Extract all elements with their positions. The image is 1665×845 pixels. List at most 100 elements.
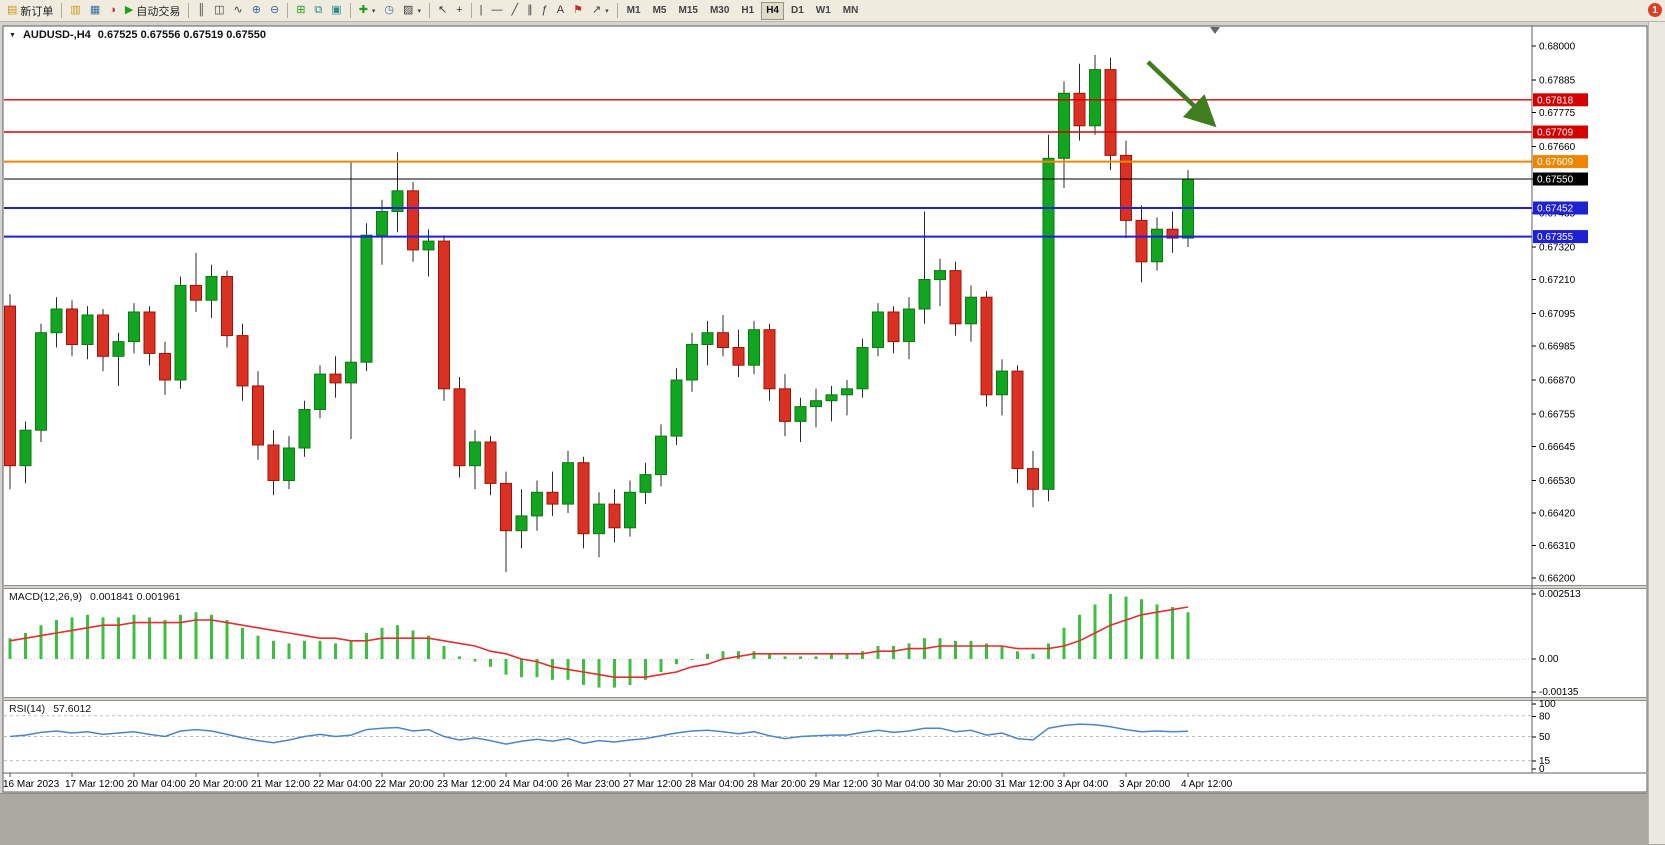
cursor-icon: ↖ — [437, 4, 448, 16]
trend-arrow-annotation[interactable] — [1146, 60, 1217, 128]
macd-histogram-bar — [473, 659, 477, 662]
svg-text:20 Mar 20:00: 20 Mar 20:00 — [189, 779, 248, 790]
svg-text:0.66420: 0.66420 — [1539, 509, 1576, 520]
macd-histogram-bar — [830, 653, 833, 659]
candles-chart-button[interactable]: ◫ — [210, 2, 228, 20]
horizontal-line-button[interactable]: — — [487, 2, 506, 20]
svg-text:0.67660: 0.67660 — [1539, 142, 1576, 153]
timeframe-H1[interactable]: H1 — [736, 2, 759, 20]
macd-histogram-bar — [706, 653, 709, 659]
tile-windows-button[interactable]: ⊞ — [292, 2, 309, 20]
macd-histogram-bar — [938, 638, 942, 659]
autotrade-label: 自动交易 — [136, 5, 181, 18]
macd-histogram-bar — [628, 659, 632, 685]
svg-text:80: 80 — [1539, 712, 1551, 723]
svg-text:0.67095: 0.67095 — [1539, 309, 1576, 320]
panel-separator[interactable] — [4, 697, 1646, 701]
macd-histogram-bar — [1031, 653, 1035, 659]
panel-separator[interactable] — [4, 585, 1646, 589]
macd-histogram-bar — [504, 659, 508, 675]
indicators-button[interactable]: ▨ ▾ — [399, 2, 425, 20]
data-window-icon: ▦ — [89, 4, 101, 16]
macd-histogram-bar — [954, 640, 957, 659]
timeframe-D1[interactable]: D1 — [786, 2, 809, 20]
svg-text:50: 50 — [1539, 732, 1551, 743]
macd-histogram-bar — [489, 659, 492, 667]
toolbar-separator — [188, 3, 190, 18]
svg-text:15: 15 — [1539, 756, 1551, 767]
cascade-windows-icon: ⧉ — [314, 4, 323, 16]
label-tool-button[interactable]: ⚑ — [569, 2, 587, 20]
macd-histogram-bar — [985, 643, 988, 659]
market-watch-button[interactable]: ▥ — [66, 2, 84, 20]
notification-badge[interactable]: 1 — [1648, 3, 1662, 17]
svg-text:0.66200: 0.66200 — [1539, 574, 1576, 585]
macd-histogram-bar — [799, 656, 802, 659]
macd-histogram-bar — [163, 620, 167, 659]
timeframe-M15[interactable]: M15 — [673, 2, 702, 20]
crosshair-button[interactable]: + — [452, 2, 466, 20]
new-chart-button[interactable]: ✚ ▾ — [355, 2, 380, 20]
rsi-indicator-label: RSI(14) 57.6012 — [9, 703, 91, 715]
zoom-out-button[interactable]: ⊖ — [266, 2, 283, 20]
svg-text:16 Mar 2023: 16 Mar 2023 — [3, 779, 60, 790]
macd-histogram-bar — [1093, 604, 1097, 659]
macd-histogram-bar — [535, 659, 539, 678]
macd-histogram-bar — [597, 659, 601, 688]
macd-histogram-bar — [752, 651, 756, 659]
zoom-in-button[interactable]: ⊕ — [248, 2, 265, 20]
trendline-button[interactable]: ╱ — [507, 2, 522, 20]
bars-chart-button[interactable]: ║ — [193, 2, 209, 20]
new-order-icon: ▤ — [7, 4, 18, 16]
autotrade-button[interactable]: ▶ 自动交易 — [121, 2, 184, 20]
timeframe-M30[interactable]: M30 — [705, 2, 734, 20]
cursor-button[interactable]: ↖ — [434, 2, 451, 20]
svg-text:0.66645: 0.66645 — [1539, 442, 1576, 453]
svg-text:22 Mar 20:00: 22 Mar 20:00 — [375, 779, 434, 790]
macd-histogram-bar — [349, 640, 353, 659]
period-button[interactable]: ◷ — [380, 2, 398, 20]
toolbar-separator — [428, 3, 430, 18]
macd-histogram-bar — [179, 614, 182, 659]
cascade-windows-button[interactable]: ⧉ — [310, 2, 326, 20]
rsi-value: 57.6012 — [53, 703, 92, 715]
fibonacci-button[interactable]: ƒ — [538, 2, 552, 20]
timeframe-H4[interactable]: H4 — [761, 1, 784, 20]
macd-histogram-bar — [241, 627, 244, 659]
terminal-button[interactable]: ◑ — [105, 2, 120, 20]
macd-histogram-bar — [783, 656, 787, 659]
svg-text:0: 0 — [1539, 764, 1545, 775]
macd-histogram-bar — [101, 617, 105, 659]
toolbar-separator — [61, 3, 63, 18]
macd-signal-line — [9, 606, 1189, 679]
bars-chart-icon: ║ — [197, 4, 206, 16]
window-scrollbar[interactable] — [1648, 22, 1665, 844]
data-window-button[interactable]: ▦ — [86, 2, 104, 20]
tile-windows-icon: ⊞ — [296, 4, 306, 16]
line-chart-icon: ∿ — [233, 4, 243, 16]
macd-histogram-bar — [1124, 596, 1128, 659]
macd-histogram-bar — [55, 620, 58, 659]
chart-ohlc-values: 0.67525 0.67556 0.67519 0.67550 — [97, 29, 266, 41]
timeframe-W1[interactable]: W1 — [811, 2, 836, 20]
timeframe-M1[interactable]: M1 — [622, 2, 646, 20]
text-tool-button[interactable]: A — [553, 2, 568, 20]
candlestick-series[interactable] — [4, 54, 1194, 573]
time-axis[interactable]: 16 Mar 2023 17 Mar 12:00 20 Mar 04:00 20 Ma… — [3, 772, 1646, 790]
arrange-windows-button[interactable]: ▣ — [327, 2, 345, 20]
svg-text:0.66755: 0.66755 — [1539, 410, 1576, 421]
svg-text:0.67452: 0.67452 — [1537, 204, 1574, 215]
timeframe-M5[interactable]: M5 — [648, 2, 672, 20]
vertical-line-button[interactable]: | — [476, 2, 487, 20]
collapse-ohlc-icon[interactable]: ▼ — [9, 31, 16, 39]
new-order-button[interactable]: ▤ 新订单 — [3, 2, 57, 20]
arrows-tool-button[interactable]: ↗ ▾ — [588, 2, 613, 20]
zoom-in-icon: ⊕ — [251, 4, 261, 16]
line-chart-button[interactable]: ∿ — [230, 2, 247, 20]
macd-histogram-bar — [675, 659, 678, 665]
channel-button[interactable]: ∥ — [523, 2, 537, 20]
timeframe-MN[interactable]: MN — [838, 2, 864, 20]
svg-text:0.67775: 0.67775 — [1539, 108, 1576, 119]
price-axis[interactable]: 0.68000 0.67885 0.67775 0.67660 0.67550 0.674… — [1531, 26, 1576, 773]
